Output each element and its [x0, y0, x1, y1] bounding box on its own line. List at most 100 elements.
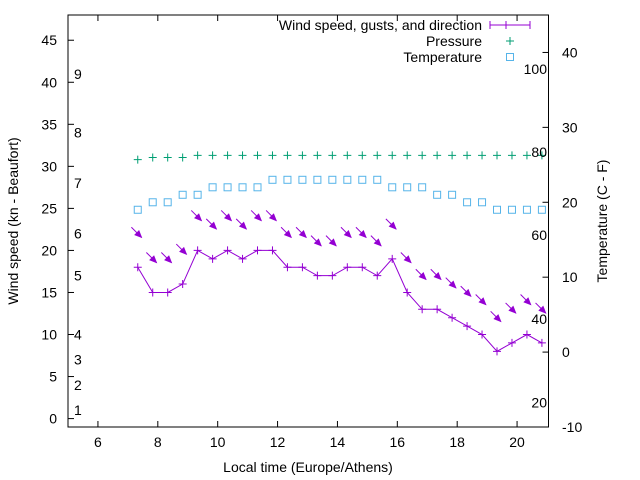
wind-direction-arrowhead [208, 221, 218, 230]
temperature-point [343, 175, 352, 184]
pressure-point [522, 151, 531, 160]
wind-speed-point [208, 254, 217, 263]
fahrenheit-label: 100 [524, 61, 548, 77]
x-tick-label: 14 [330, 434, 346, 450]
wind-speed-point [148, 288, 157, 297]
y-tick-label: 25 [41, 200, 57, 216]
pressure-point [178, 153, 187, 162]
y-tick-label: 10 [41, 327, 57, 343]
y-tick-label: 15 [41, 284, 57, 300]
beaufort-label: 6 [74, 226, 82, 242]
wind-direction-arrowhead [418, 272, 427, 281]
wind-speed-point [358, 263, 367, 272]
x-axis-label: Local time (Europe/Athens) [223, 459, 393, 475]
pressure-point [283, 151, 292, 160]
temperature-point [448, 190, 457, 199]
y2-tick-label: 20 [562, 194, 578, 210]
wind-direction-arrowhead [523, 297, 532, 306]
temperature-point [493, 205, 502, 214]
wind-speed-point [178, 280, 187, 289]
pressure-point [148, 153, 157, 162]
temperature-point [223, 183, 232, 192]
pressure-point [478, 151, 487, 160]
wind-direction-arrowhead [433, 272, 442, 281]
legend-label-pressure: Pressure [426, 33, 482, 49]
pressure-point [418, 151, 427, 160]
legend-label-temperature: Temperature [403, 49, 482, 65]
wind-direction-arrowhead [283, 230, 292, 239]
fahrenheit-label: 80 [531, 144, 547, 160]
wind-direction-arrowhead [508, 305, 517, 314]
pressure-point [298, 151, 307, 160]
wind-direction-arrowhead [538, 305, 547, 314]
wind-direction-arrowhead [179, 246, 188, 255]
wind-speed-point [268, 246, 277, 255]
temperature-point [328, 175, 337, 184]
temperature-point [238, 183, 247, 192]
wind-speed-point [448, 313, 457, 322]
pressure-point [313, 151, 322, 160]
temperature-point [522, 205, 531, 214]
temperature-point [403, 183, 412, 192]
legend-swatch-temperature [506, 53, 514, 61]
beaufort-label: 4 [74, 327, 82, 343]
pressure-point [403, 151, 412, 160]
wind-speed-point [253, 246, 262, 255]
wind-direction-arrowhead [149, 255, 158, 264]
y-tick-label: 40 [41, 74, 57, 90]
x-tick-label: 20 [509, 434, 525, 450]
pressure-point [388, 151, 397, 160]
wind-speed-point [418, 305, 427, 314]
wind-speed-point [163, 288, 172, 297]
temperature-point [537, 205, 546, 214]
wind-speed-point [493, 347, 502, 356]
y-tick-label: 0 [49, 411, 57, 427]
pressure-point [448, 151, 457, 160]
temperature-point [388, 183, 397, 192]
temperature-point [148, 198, 157, 207]
temperature-point [463, 198, 472, 207]
beaufort-label: 2 [74, 377, 82, 393]
beaufort-label: 9 [74, 66, 82, 82]
wind-speed-point [313, 271, 322, 280]
wind-direction-arrowhead [373, 238, 382, 247]
legend-swatch-pressure [506, 37, 514, 45]
wind-speed-point [373, 271, 382, 280]
x-tick-label: 8 [154, 434, 162, 450]
fahrenheit-label: 60 [531, 227, 547, 243]
wind-direction-arrowhead [358, 230, 367, 239]
y-tick-label: 35 [41, 116, 57, 132]
beaufort-label: 8 [74, 125, 82, 141]
pressure-point [163, 153, 172, 162]
wind-direction-arrowhead [463, 288, 472, 297]
wind-direction-arrowhead [134, 230, 143, 239]
temperature-point [193, 190, 202, 199]
x-tick-label: 12 [270, 434, 286, 450]
x-tick-label: 16 [390, 434, 406, 450]
pressure-point [433, 151, 442, 160]
temperature-point [298, 175, 307, 184]
pressure-point [238, 151, 247, 160]
wind-speed-point [507, 338, 516, 347]
temperature-point [507, 205, 516, 214]
legend-swatch-wind [489, 21, 531, 29]
pressure-point [493, 151, 502, 160]
beaufort-label: 1 [74, 402, 82, 418]
pressure-point [193, 151, 202, 160]
wind-direction-arrowhead [164, 255, 173, 264]
pressure-point [268, 151, 277, 160]
wind-speed-line [137, 249, 543, 352]
pressure-point [253, 151, 262, 160]
wind-direction-arrowhead [343, 230, 352, 239]
y-tick-label: 20 [41, 242, 57, 258]
y2-axis-label: Temperature (C - F) [594, 160, 610, 283]
pressure-point [358, 151, 367, 160]
wind-direction-arrowhead [328, 238, 337, 247]
legend-label-wind: Wind speed, gusts, and direction [279, 17, 482, 33]
wind-direction-arrowhead [448, 280, 457, 289]
wind-direction-arrowhead [478, 297, 487, 306]
axes: 6 8 10 12 14 16 18 20051015202530354045-1001020… [41, 15, 582, 450]
wind-speed-point [433, 305, 442, 314]
y-axis-label: Wind speed (kn - Beaufort) [5, 137, 21, 304]
pressure-point [537, 151, 546, 160]
